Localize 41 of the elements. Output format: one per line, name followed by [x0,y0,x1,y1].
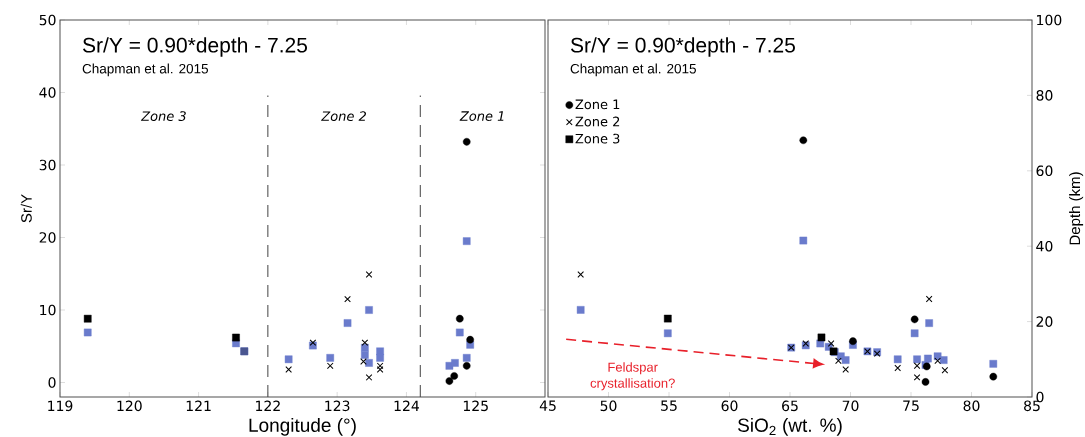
y2-tick-label: 20 [1036,316,1053,327]
x-tick-label: 120 [117,400,142,412]
x-tick-label: 121 [186,400,211,411]
legend-label: Zone 3 [575,133,620,144]
x-tick-label: 125 [463,400,488,412]
y2-tick-label: 100 [1037,14,1062,26]
y-tick-label: 20 [39,232,56,243]
y2-tick-label: 80 [1036,90,1053,101]
x-tick-label: 75 [903,400,919,411]
y2-tick-label: 60 [1036,165,1053,177]
y-tick-label: 0 [48,377,56,388]
x-axis-title: SiO$_{2}$ (wt. %) [738,417,842,436]
x-tick-label: 123 [325,400,350,412]
legend-label: Zone 2 [575,116,620,127]
annotation: Zone 2 [321,111,367,122]
annotation: Feldspar crystallisation? [590,362,675,391]
x-tick-label: 60 [721,400,738,412]
x-tick-label: 65 [782,400,798,412]
y2-tick-label: 40 [1036,240,1053,252]
y-tick-label: 30 [39,159,56,171]
annotation: Zone 3 [140,111,186,122]
y2-axis-title: Depth (km) [1069,172,1084,245]
x-axis-title: Longitude (°) [249,417,356,436]
x-tick-label: 70 [842,400,859,412]
x-tick-label: 50 [600,400,617,412]
x-tick-label: 119 [48,400,73,412]
y-axis-title: Sr/Y [20,194,32,223]
annotation: Chapman et al. 2015 [570,63,696,77]
x-tick-label: 80 [963,400,980,412]
annotation: Chapman et al. 2015 [82,63,209,77]
y-tick-label: 40 [39,87,56,98]
annotation: Sr/Y = 0.90*depth - 7.25 [570,37,795,57]
x-tick-label: 122 [256,400,280,411]
y-tick-label: 10 [40,304,56,316]
y-tick-label: 50 [39,14,56,26]
legend-label: Zone 1 [575,99,620,110]
annotation: Zone 1 [459,111,504,121]
x-tick-label: 45 [539,400,556,411]
annotation: Sr/Y = 0.90*depth - 7.25 [82,37,308,57]
x-tick-label: 124 [394,400,419,411]
x-tick-label: 55 [661,400,677,411]
